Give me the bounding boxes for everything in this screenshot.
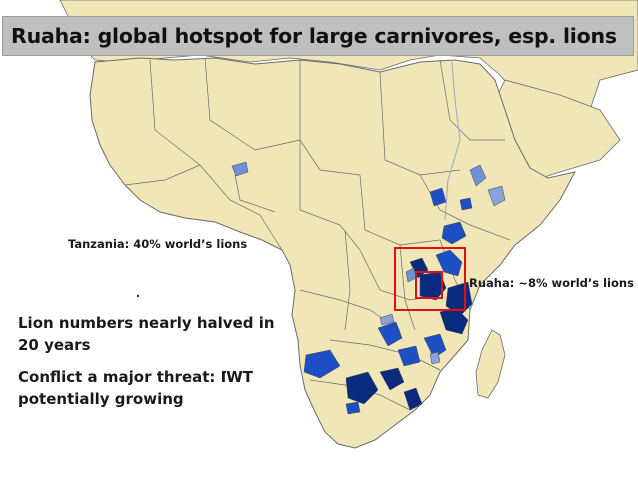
range-kruger (403, 387, 423, 411)
range-zambia-3 (379, 313, 395, 326)
map-dot (223, 370, 227, 374)
note-conflict: Conflict a major threat: IWT potentially… (18, 368, 253, 408)
ruaha-highlight-box (415, 271, 443, 299)
land-africa (89, 57, 576, 449)
range-mozambique (423, 333, 447, 359)
tanzania-highlight-box (394, 247, 466, 311)
range-ethiopia (469, 164, 487, 187)
range-zimbabwe (379, 367, 405, 391)
range-kavango (303, 349, 341, 379)
lion-range (231, 161, 506, 415)
note-lion-numbers: Lion numbers nearly halved in 20 years (18, 314, 275, 354)
range-south-sudan-2 (459, 197, 473, 211)
ruaha-label: Ruaha: ~8% world’s lions (469, 276, 634, 290)
range-ethiopia-2 (487, 185, 506, 207)
nile-river (444, 61, 461, 221)
range-zambia-2 (397, 345, 421, 367)
range-kalahari (345, 401, 361, 415)
range-south-sudan (429, 187, 447, 207)
title-bar: Ruaha: global hotspot for large carnivor… (2, 16, 634, 56)
land-madagascar (475, 329, 506, 399)
range-kenya (435, 249, 463, 277)
range-zambia-1 (377, 321, 403, 347)
range-malawi (429, 351, 441, 365)
range-sahel (231, 161, 249, 177)
tanzania-label: Tanzania: 40% world’s lions (68, 237, 248, 251)
range-uganda (441, 221, 467, 245)
page-title: Ruaha: global hotspot for large carnivor… (11, 24, 617, 48)
map-dot (136, 294, 140, 298)
range-botswana (345, 371, 379, 405)
range-tz-south (439, 307, 469, 335)
